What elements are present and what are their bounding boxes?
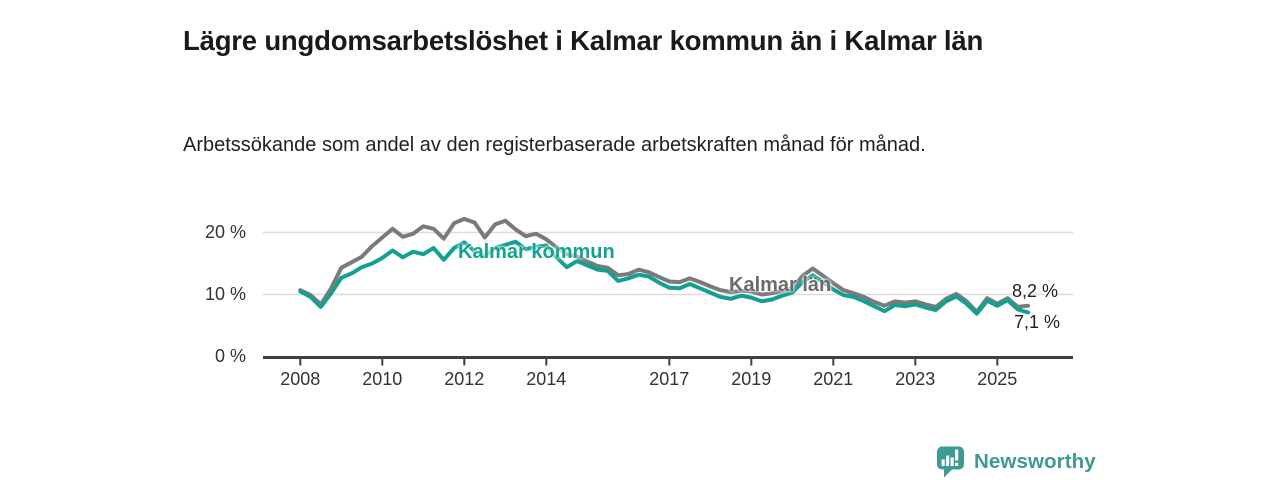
x-axis-tick-label: 2019 — [731, 368, 772, 389]
x-axis-tick-label: 2017 — [649, 368, 690, 389]
end-value-kalmar-kommun: 7,1 % — [1014, 312, 1061, 332]
page-title: Lägre ungdomsarbetslöshet i Kalmar kommu… — [183, 25, 984, 57]
x-axis-tick-label: 2023 — [895, 368, 936, 389]
x-axis-tick-label: 2010 — [362, 368, 403, 389]
x-axis-tick-label: 2014 — [526, 368, 567, 389]
y-axis-tick-label: 0 % — [214, 345, 246, 366]
newsworthy-wordmark: Newsworthy — [974, 450, 1096, 473]
chart-area: Kalmar kommun Kalmar län 8,2 % 7,1 % 0 %… — [204, 216, 1073, 389]
series-line-kalmar-l-n — [298, 216, 1031, 314]
y-axis-tick-label: 10 % — [204, 283, 246, 304]
newsworthy-logo[interactable]: Newsworthy — [936, 446, 1096, 478]
series-label-kalmar-kommun: Kalmar kommun — [458, 241, 615, 263]
y-axis-tick-label: 20 % — [204, 221, 246, 242]
x-axis-tick-label: 2012 — [444, 368, 485, 389]
x-axis-tick-label: 2021 — [813, 368, 854, 389]
line-chart — [263, 216, 1073, 366]
newsworthy-icon — [937, 446, 964, 478]
series-label-kalmar-lan: Kalmar län — [729, 274, 832, 296]
end-value-kalmar-lan: 8,2 % — [1012, 281, 1059, 301]
page-subtitle: Arbetssökande som andel av den registerb… — [183, 134, 926, 156]
series-line-kalmar-kommun — [298, 239, 1031, 316]
x-axis-tick-label: 2008 — [280, 368, 321, 389]
x-axis-tick-label: 2025 — [977, 368, 1018, 389]
